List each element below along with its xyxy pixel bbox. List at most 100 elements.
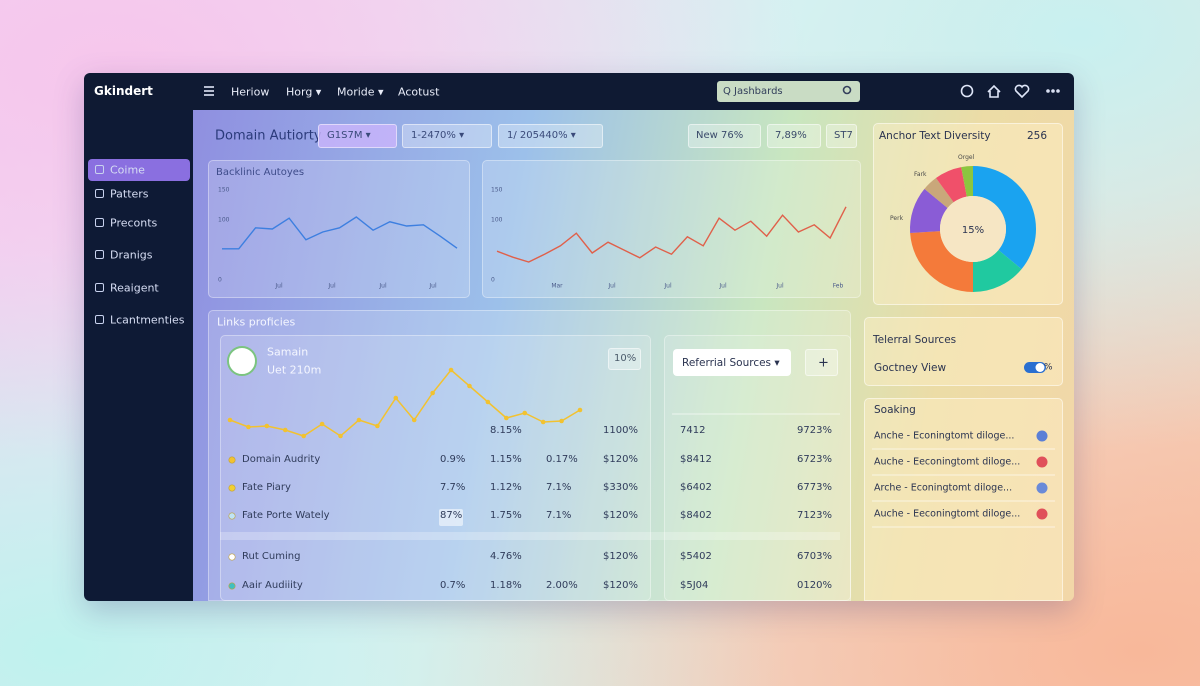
nav-item[interactable]: Horg ▾ (286, 85, 322, 99)
list-icon (1036, 508, 1048, 520)
table-cell: 0.17% (546, 454, 578, 465)
list-item[interactable]: Auche - Eeconingtomt diloge... (874, 456, 1021, 468)
nav-item[interactable]: Moride ▾ (337, 85, 384, 99)
more-icon[interactable] (1051, 89, 1055, 93)
value-highlight (439, 509, 463, 526)
filter-chip[interactable] (318, 124, 397, 148)
x-tick-label: Jul (428, 283, 437, 290)
stat-chip (826, 124, 857, 148)
row-label: Rut Cuming (242, 551, 301, 562)
sidebar-item[interactable]: Lcantmenties (110, 313, 185, 327)
profile-name: Samain (267, 345, 309, 359)
row-divider (220, 532, 840, 540)
filter-chip[interactable] (498, 124, 603, 148)
sidebar-item[interactable]: Patters (110, 187, 149, 201)
data-point (577, 407, 583, 413)
x-tick-label: Feb (833, 283, 844, 290)
table-cell: 1.18% (490, 580, 522, 591)
more-icon[interactable] (1046, 89, 1050, 93)
data-point (375, 423, 380, 429)
nav-icon (95, 250, 104, 259)
row-label: Aair Audiiity (242, 580, 303, 591)
table-header: 7412 (680, 425, 706, 436)
list-item[interactable]: Auche - Eeconingtomt diloge... (874, 508, 1021, 520)
x-tick-label: Jul (607, 283, 616, 290)
list-item[interactable]: Arche - Econingtomt diloge... (874, 482, 1013, 494)
table-cell: $120% (603, 454, 638, 465)
donut-label: Orgel (958, 154, 975, 161)
more-icon[interactable] (1056, 89, 1060, 93)
data-point (504, 415, 509, 421)
table-cell: 6703% (797, 551, 832, 562)
dropdown-text[interactable]: Referrial Sources ▾ (682, 356, 780, 369)
dropdown[interactable] (673, 349, 791, 376)
nav-icon (95, 189, 104, 198)
data-point (282, 427, 288, 433)
sidebar-item[interactable]: Preconts (110, 216, 158, 230)
list-item[interactable]: Anche - Econingtomt diloge... (874, 430, 1015, 442)
donut-segment (910, 188, 948, 233)
table-cell: $120% (603, 580, 638, 591)
card-title: Telerral Sources (873, 333, 957, 346)
chart-card (482, 160, 861, 298)
add-button[interactable] (805, 349, 838, 376)
data-point (264, 423, 270, 429)
table-cell: $5J04 (680, 580, 709, 591)
soaking-card (864, 398, 1063, 601)
list-icon (1036, 430, 1048, 442)
search-text[interactable]: Q Jashbards (723, 86, 783, 97)
table-cell: 6723% (797, 454, 832, 465)
search-icon[interactable] (842, 85, 852, 95)
stat-chip (767, 124, 821, 148)
nav-item[interactable]: Heriow (231, 85, 270, 99)
data-point (522, 410, 528, 416)
referral-panel (664, 335, 851, 601)
table-cell: 4.76% (490, 551, 522, 562)
list-icon (1036, 482, 1048, 494)
donut-segment (973, 166, 1037, 270)
data-point (319, 421, 325, 427)
table-cell: 0.7% (440, 580, 466, 591)
row-label: Domain Audrity (242, 454, 321, 465)
links-panel (220, 335, 651, 601)
nav-item[interactable]: Acotust (398, 85, 440, 99)
table-cell: 87% (440, 510, 463, 521)
stat-text: 7,89% (775, 130, 807, 141)
search-box[interactable] (717, 81, 860, 102)
heart-icon[interactable] (1014, 84, 1030, 99)
data-point (430, 390, 435, 396)
table-header: 9723% (797, 425, 832, 436)
badge (608, 348, 641, 370)
row-label: Fate Porte Wately (242, 510, 330, 521)
active-item-bg (88, 159, 190, 181)
donut-hole (940, 196, 1006, 262)
sidebar-item[interactable]: Reaigent (110, 281, 159, 295)
filter-chip-text[interactable]: 1/ 205440% ▾ (507, 130, 576, 141)
donut-segment (910, 231, 973, 292)
stat-chip (688, 124, 761, 148)
table-header: 1100% (603, 425, 638, 436)
y-tick-label: 0 (218, 277, 222, 284)
table-cell: 1.15% (490, 454, 522, 465)
filter-chip-text[interactable]: G1S7M ▾ (327, 130, 371, 141)
add-text[interactable]: + (818, 355, 829, 371)
filter-chip-text[interactable]: 1-2470% ▾ (411, 130, 465, 141)
page-title: Domain Autiorty (215, 128, 322, 144)
table-cell: $120% (603, 510, 638, 521)
home-icon[interactable] (987, 84, 1001, 98)
toggle[interactable] (1024, 362, 1046, 373)
table-cell: 0120% (797, 580, 832, 591)
sidebar-item[interactable]: Coime (110, 163, 145, 177)
y-tick-label: 150 (218, 187, 230, 194)
clock-icon[interactable] (960, 84, 974, 98)
data-point (411, 417, 417, 423)
table-cell: 1.12% (490, 482, 522, 493)
sidebar-item[interactable]: Dranigs (110, 248, 153, 262)
table-cell: 7.1% (546, 482, 572, 493)
table-cell: 7123% (797, 510, 832, 521)
chart-title: Backlinic Autoyes (216, 167, 305, 178)
toggle-label: Goctney View (874, 361, 947, 374)
filter-chip[interactable] (402, 124, 492, 148)
row-dot (228, 512, 236, 520)
